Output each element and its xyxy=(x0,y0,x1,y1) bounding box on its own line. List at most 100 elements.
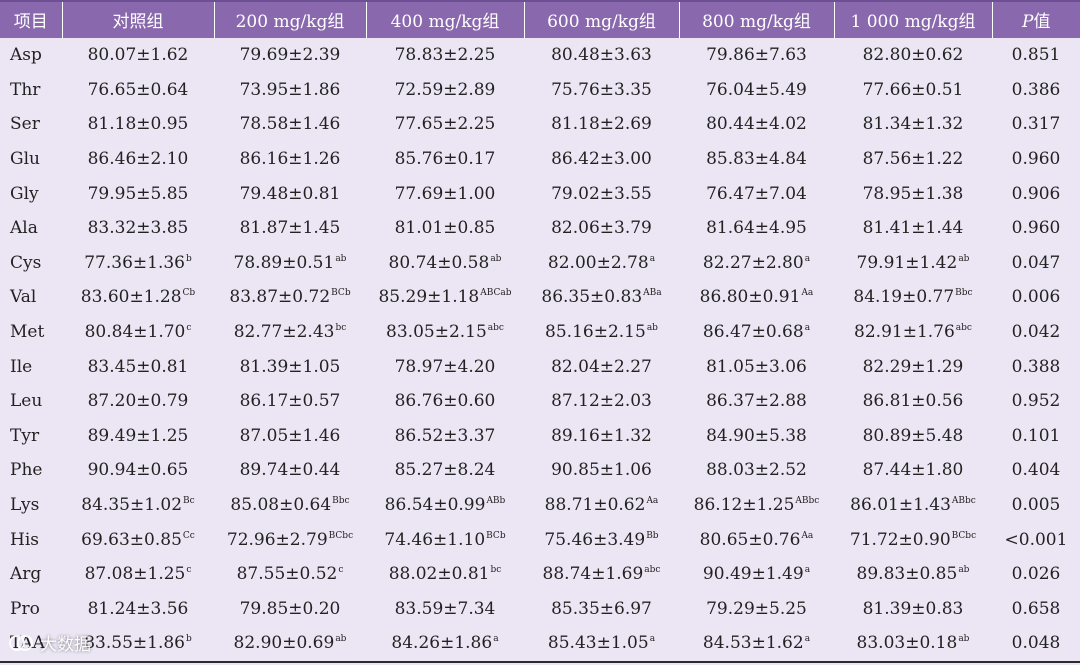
cell-value: 78.58±1.46 xyxy=(239,114,341,135)
table-cell: 79.95±5.85 xyxy=(62,176,214,211)
cell-value: 72.96±2.79 xyxy=(226,529,328,550)
cell-value: 81.39±0.83 xyxy=(862,598,964,619)
significance-superscript: a xyxy=(804,634,811,645)
significance-superscript: bc xyxy=(490,565,502,576)
row-label: Ser xyxy=(0,107,62,142)
cell-value: 77.66±0.51 xyxy=(862,79,964,100)
significance-superscript: BCb xyxy=(331,288,351,299)
table-cell: 69.63±0.85Cc xyxy=(62,522,214,557)
table-cell: 82.00±2.78a xyxy=(524,245,679,281)
cell-value: 81.41±1.44 xyxy=(862,218,964,239)
cell-value: 79.91±1.42 xyxy=(856,252,958,273)
table-cell: 86.52±3.37 xyxy=(366,418,524,454)
table-cell: 86.47±0.68a xyxy=(679,314,834,350)
cell-value: 77.65±2.25 xyxy=(394,114,496,135)
p-value-cell: 0.960 xyxy=(992,210,1080,246)
table-cell: 87.08±1.25c xyxy=(62,556,214,592)
table-cell: 86.54±0.99ABb xyxy=(366,487,524,523)
p-value-cell: 0.317 xyxy=(992,107,1080,142)
table-cell: 84.19±0.77Bbc xyxy=(834,280,992,315)
row-label: Thr xyxy=(0,72,62,108)
table-row: Leu 87.20±0.79 86.17±0.57 86.76±0.60 87.12±2… xyxy=(0,383,1080,419)
cell-value: 79.29±5.25 xyxy=(706,598,807,619)
header-item: 项目 xyxy=(0,0,62,38)
cell-value: 78.97±4.20 xyxy=(394,356,496,377)
cell-value: 85.76±0.17 xyxy=(394,149,496,170)
table-cell: 79.29±5.25 xyxy=(679,591,834,627)
cell-value: 86.46±2.10 xyxy=(87,149,189,170)
table-cell: 77.65±2.25 xyxy=(366,107,524,142)
cell-value: 80.44±4.02 xyxy=(706,114,807,135)
cell-value: 80.74±0.58 xyxy=(388,252,490,273)
cell-value: 86.12±1.25 xyxy=(693,495,795,516)
table-row: Ile 83.45±0.81 81.39±1.05 78.97±4.20 82.04±2… xyxy=(0,349,1080,384)
cell-value: 86.80±0.91 xyxy=(699,287,801,308)
table-cell: 78.83±2.25 xyxy=(366,38,524,73)
p-value-cell: 0.960 xyxy=(992,141,1080,177)
table-cell: 84.53±1.62a xyxy=(679,626,834,663)
table-cell: 86.42±3.00 xyxy=(524,141,679,177)
table-cell: 89.16±1.32 xyxy=(524,418,679,454)
header-control: 对照组 xyxy=(61,0,214,38)
p-value-cell: 0.048 xyxy=(992,626,1080,663)
table-row: Lys 84.35±1.02Bc 85.08±0.64Bbc 86.54±0.99AB… xyxy=(0,487,1080,523)
table-cell: 82.06±3.79 xyxy=(524,210,679,246)
significance-superscript: Cb xyxy=(182,288,196,299)
table-row: Asp 80.07±1.62 79.69±2.39 78.83±2.25 80.48±3… xyxy=(0,38,1080,73)
table-cell: 82.91±1.76abc xyxy=(834,314,992,350)
significance-superscript: ab xyxy=(958,565,970,576)
significance-superscript: a xyxy=(649,634,656,645)
cell-value: 88.03±2.52 xyxy=(706,460,807,481)
cell-value: 83.05±2.15 xyxy=(386,322,487,343)
cell-value: 89.49±1.25 xyxy=(87,425,189,446)
cell-value: 85.27±8.24 xyxy=(394,460,496,481)
significance-superscript: Bbc xyxy=(332,496,350,507)
cell-value: 86.47±0.68 xyxy=(702,322,804,343)
table-row: Thr 76.65±0.64 73.95±1.86 72.59±2.89 75.76±3… xyxy=(0,72,1080,108)
significance-superscript: c xyxy=(186,323,192,334)
cell-value: 84.19±0.77 xyxy=(853,287,955,308)
table-cell: 80.44±4.02 xyxy=(679,107,834,142)
table-cell: 90.49±1.49a xyxy=(679,556,834,592)
cell-value: 80.48±3.63 xyxy=(551,45,652,66)
cell-value: 84.26±1.86 xyxy=(391,633,493,654)
table-cell: 79.02±3.55 xyxy=(524,176,679,211)
cell-value: 87.12±2.03 xyxy=(551,391,652,412)
significance-superscript: ABCab xyxy=(480,288,512,299)
table-cell: 84.35±1.02Bc xyxy=(62,487,214,523)
significance-superscript: b xyxy=(186,634,192,645)
cell-value: 83.87±0.72 xyxy=(229,287,331,308)
significance-superscript: ABbc xyxy=(951,496,976,507)
cell-value: 87.05±1.46 xyxy=(239,425,341,446)
significance-superscript: ab xyxy=(335,253,347,264)
p-value-cell: 0.388 xyxy=(992,349,1080,384)
table-cell: 87.20±0.79 xyxy=(62,383,214,419)
cell-value: 86.52±3.37 xyxy=(394,425,496,446)
table-cell: 80.07±1.62 xyxy=(62,38,214,73)
table-cell: 75.76±3.35 xyxy=(524,72,679,108)
cell-value: 74.46±1.10 xyxy=(384,529,486,550)
table-cell: 83.05±2.15abc xyxy=(366,314,524,350)
cell-value: 79.85±0.20 xyxy=(239,598,341,619)
cell-value: 86.35±0.83 xyxy=(541,287,643,308)
cell-value: 86.81±0.56 xyxy=(862,391,964,412)
table-cell: 81.34±1.32 xyxy=(834,107,992,142)
table-body: Asp 80.07±1.62 79.69±2.39 78.83±2.25 80.48±3… xyxy=(0,38,1080,663)
table-cell: 82.80±0.62 xyxy=(834,38,992,73)
table-cell: 81.87±1.45 xyxy=(214,210,366,246)
cell-value: 85.16±2.15 xyxy=(545,322,646,343)
table-cell: 80.84±1.70c xyxy=(62,314,214,350)
cell-value: 79.02±3.55 xyxy=(551,183,652,204)
table-row: Met 80.84±1.70c 82.77±2.43bc 83.05±2.15abc 8… xyxy=(0,314,1080,350)
table-row: Cys 77.36±1.36b 78.89±0.51ab 80.74±0.58ab 82… xyxy=(0,245,1080,281)
table-cell: 82.90±0.69ab xyxy=(214,626,366,663)
table-cell: 81.01±0.85 xyxy=(366,210,524,246)
header-row: 项目 对照组 200 mg/kg组 400 mg/kg组 600 mg/kg组 … xyxy=(0,0,1080,38)
table-cell: 86.12±1.25ABbc xyxy=(679,487,834,523)
table-row: TAA 83.55±1.86b 82.90±0.69ab 84.26±1.86a 85.… xyxy=(0,626,1080,663)
cell-value: 83.60±1.28 xyxy=(80,287,182,308)
table-cell: 81.18±0.95 xyxy=(62,107,214,142)
cell-value: 86.16±1.26 xyxy=(239,149,341,170)
row-label: Pro xyxy=(0,591,62,627)
